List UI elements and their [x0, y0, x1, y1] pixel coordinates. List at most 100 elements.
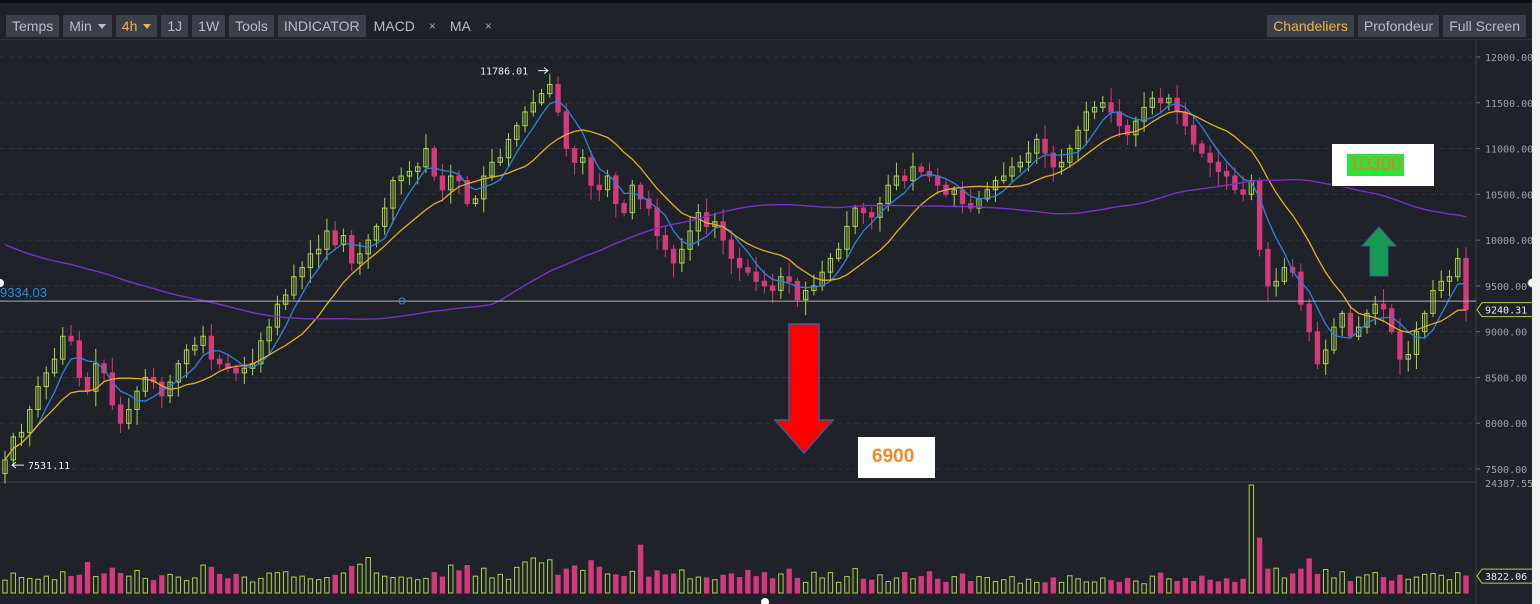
candle	[1389, 308, 1395, 333]
candle	[1157, 97, 1164, 104]
bottom-scroll-handle[interactable]	[761, 598, 769, 604]
volume-bar	[1273, 567, 1279, 594]
volume-bar	[811, 571, 817, 594]
volume-bar	[241, 576, 248, 594]
time-button-label: Temps	[12, 18, 54, 34]
minute-interval-dropdown[interactable]: Min	[63, 15, 112, 37]
volume-bar	[844, 576, 850, 594]
volume-bar	[456, 570, 462, 594]
candle	[489, 161, 495, 177]
volume-bar	[233, 573, 239, 594]
volume-bar	[1463, 575, 1469, 594]
low-target-label: 6900	[872, 446, 915, 467]
candle	[637, 184, 644, 200]
candle	[1364, 312, 1370, 328]
price-tick-label: 7500.00	[1485, 465, 1527, 476]
volume-bar	[1174, 580, 1180, 594]
volume-bar	[142, 577, 149, 594]
candle	[662, 235, 669, 250]
volume-bar	[1223, 578, 1230, 594]
candle	[381, 207, 388, 227]
volume-bar	[563, 568, 569, 594]
volume-bar	[1091, 581, 1098, 594]
volume-bar	[448, 564, 454, 594]
volume-bar	[580, 569, 586, 594]
volume-bar	[778, 573, 784, 594]
candle	[76, 340, 82, 378]
down-arrow-icon	[773, 323, 835, 455]
volume-bar	[1009, 576, 1015, 594]
candle	[852, 207, 858, 227]
candle	[307, 253, 314, 269]
candle	[1446, 276, 1453, 282]
volume-bar	[1141, 583, 1147, 594]
macd-label: MACD	[373, 18, 415, 34]
candle	[299, 267, 305, 278]
volume-bar	[728, 573, 735, 594]
tools-button[interactable]: Tools	[229, 15, 274, 37]
volume-bar	[547, 559, 553, 594]
candle	[893, 175, 900, 186]
right-scroll-handle[interactable]	[1527, 278, 1532, 288]
volume-bar	[1017, 582, 1023, 594]
candle	[101, 363, 107, 374]
candle	[736, 257, 743, 269]
price-tick-label: 11000.00	[1485, 145, 1532, 156]
candle	[1430, 289, 1436, 314]
interval-1d-button[interactable]: 1J	[161, 15, 189, 37]
candle	[291, 276, 297, 296]
candle	[1100, 102, 1106, 108]
candle	[588, 157, 594, 186]
candle	[968, 202, 974, 209]
time-button[interactable]: Temps	[6, 15, 60, 37]
volume-bar	[1108, 580, 1114, 594]
volume-bar	[192, 577, 198, 594]
volume-bar	[968, 580, 974, 594]
volume-bar	[1025, 578, 1032, 594]
volume-bar	[679, 569, 685, 594]
volume-bar	[736, 576, 743, 594]
crosshair-point[interactable]	[398, 297, 406, 305]
volume-bar	[662, 574, 669, 594]
volume-bar	[1355, 576, 1362, 594]
indicator-button[interactable]: INDICATOR	[277, 15, 366, 37]
remove-macd-icon[interactable]: ×	[428, 19, 436, 33]
ma-indicator-tag[interactable]: MA	[446, 15, 475, 37]
candlesticks-view-button[interactable]: Chandeliers	[1267, 15, 1354, 37]
volume-bar	[868, 579, 875, 594]
fullscreen-button[interactable]: Full Screen	[1443, 15, 1526, 37]
toolbar-right-group: Chandeliers Profondeur Full Screen	[1267, 15, 1526, 37]
volume-bar	[225, 578, 231, 594]
volume-bar	[646, 576, 652, 594]
volume-bar	[472, 575, 479, 594]
candle	[811, 285, 817, 291]
candle	[423, 148, 429, 168]
candle	[522, 111, 528, 127]
left-scroll-handle[interactable]	[0, 279, 4, 287]
volume-bar	[340, 572, 347, 594]
volume-current-badge	[1476, 568, 1532, 584]
volume-bar	[481, 567, 487, 594]
candle	[282, 294, 289, 305]
interval-4h-dropdown[interactable]: 4h	[115, 15, 158, 37]
volume-bar	[84, 561, 91, 594]
interval-1w-button[interactable]: 1W	[192, 15, 226, 37]
volume-bar	[68, 576, 74, 594]
volume-bar	[126, 575, 132, 594]
candle	[1347, 312, 1354, 337]
volume-bar	[571, 565, 578, 594]
volume-bar	[1298, 568, 1304, 594]
volume-bar	[1289, 573, 1296, 594]
price-chart[interactable]: 12000.00 11500.00 11000.00 10500.00 10000.00…	[0, 40, 1532, 604]
depth-view-button[interactable]: Profondeur	[1357, 15, 1440, 37]
macd-indicator-tag[interactable]: MACD	[370, 15, 419, 37]
interval-1w-label: 1W	[198, 18, 220, 34]
candle	[324, 230, 330, 250]
volume-bar	[464, 565, 470, 594]
candle	[448, 175, 454, 191]
candle	[1058, 161, 1065, 168]
volume-bar	[299, 575, 305, 594]
candle	[530, 102, 536, 113]
remove-ma-icon[interactable]: ×	[484, 19, 492, 33]
volume-bar	[249, 581, 256, 594]
